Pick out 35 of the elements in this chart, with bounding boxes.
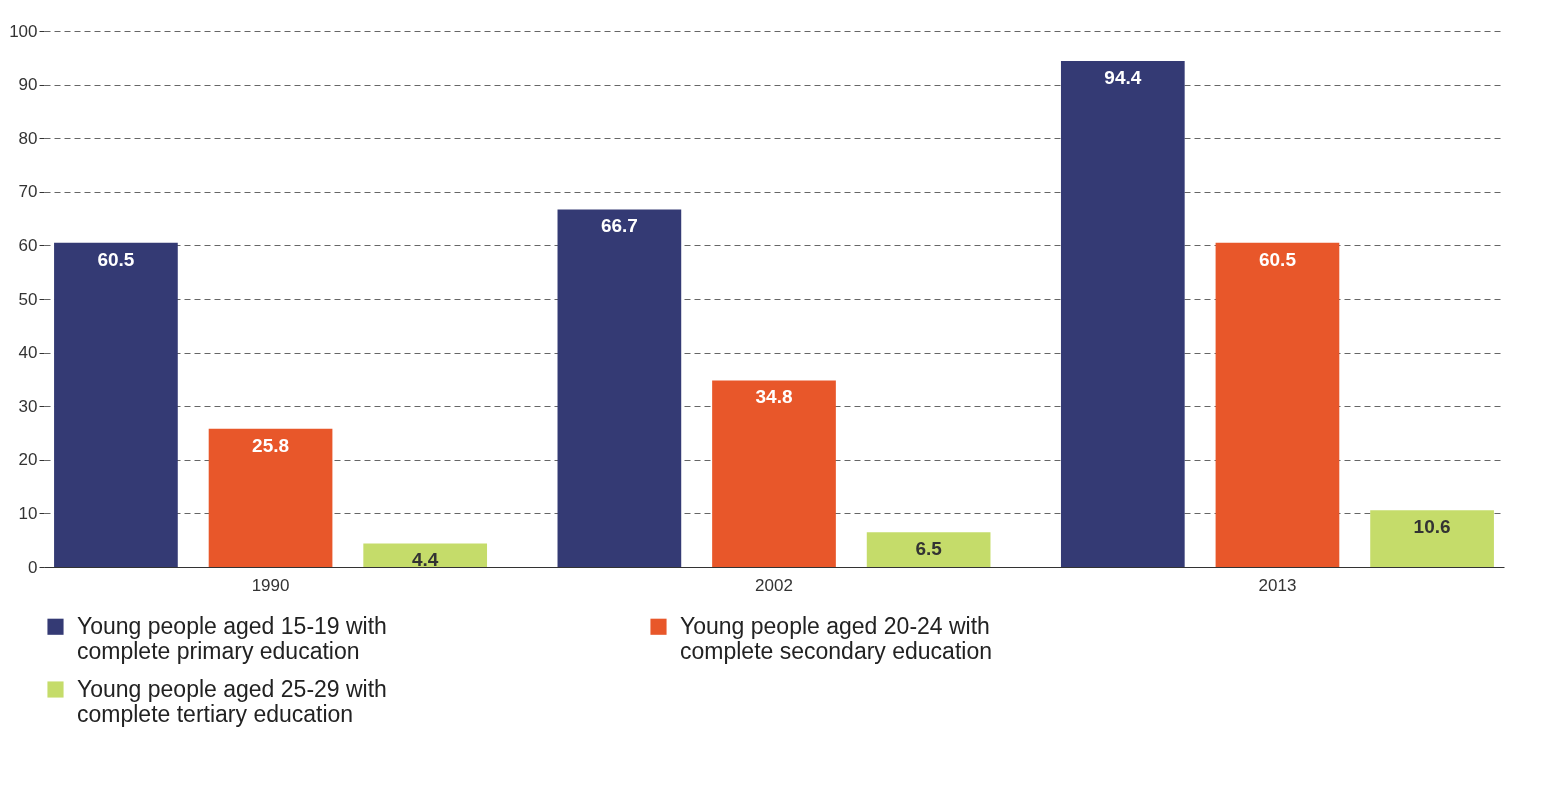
- bar: [363, 543, 488, 567]
- data-label: 10.6: [1413, 516, 1451, 538]
- y-tick-label: 10: [18, 503, 38, 523]
- y-tick-label: 90: [18, 75, 38, 95]
- y-tick-label: 100: [9, 21, 38, 41]
- y-tick-label: 50: [18, 289, 38, 309]
- data-label: 60.5: [1258, 248, 1297, 270]
- data-label: 6.5: [915, 538, 943, 560]
- y-tick-label: 0: [28, 557, 38, 577]
- data-label: 34.8: [755, 386, 793, 408]
- bar: [557, 209, 682, 567]
- x-tick-label: 2013: [1258, 575, 1297, 595]
- bar: [712, 380, 836, 567]
- bar: [208, 428, 333, 567]
- y-tick-label: 60: [18, 235, 38, 255]
- bar: [866, 532, 991, 567]
- bar: [1215, 242, 1340, 567]
- data-label: 25.8: [252, 434, 290, 456]
- legend-label: Young people aged 25-29 with complete tertiary education: [77, 675, 387, 727]
- legend-label: Young people aged 15-19 with complete primary education: [77, 612, 387, 664]
- data-label: 60.5: [97, 248, 135, 270]
- legend-label: Young people aged 20-24 with complete secondary education: [680, 612, 992, 664]
- y-tick-label: 30: [18, 396, 38, 416]
- data-label: 66.7: [600, 215, 638, 237]
- bar: [54, 242, 178, 567]
- x-tick-label: 1990: [251, 575, 290, 595]
- x-tick-label: 2002: [755, 575, 793, 595]
- y-tick-label: 20: [18, 450, 38, 470]
- data-label: 4.4: [411, 549, 439, 571]
- y-tick-label: 40: [18, 343, 38, 363]
- bar: [1060, 61, 1185, 567]
- bar: [1370, 510, 1494, 567]
- y-tick-label: 70: [18, 182, 38, 202]
- y-tick-label: 80: [18, 128, 38, 148]
- data-label: 94.4: [1104, 67, 1142, 89]
